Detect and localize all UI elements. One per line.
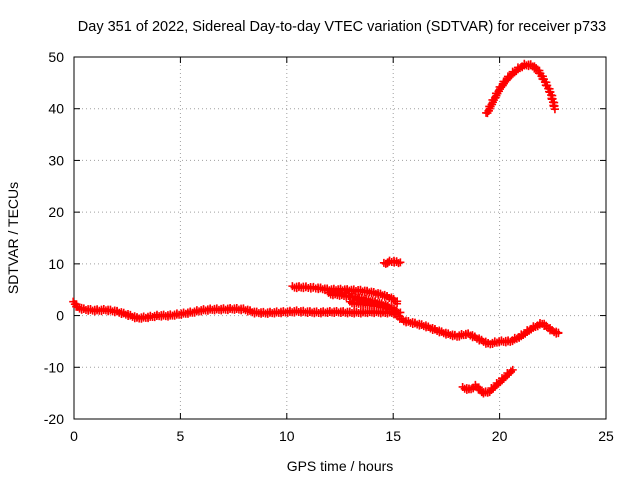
chart-title: Day 351 of 2022, Sidereal Day-to-day VTE… bbox=[77, 19, 607, 35]
data-point bbox=[396, 308, 405, 317]
y-tick-label: 30 bbox=[48, 152, 64, 168]
x-tick-label: 5 bbox=[177, 428, 185, 444]
tick-layer: 0 5 10 15 20 25 -20 -10 0 10 20 30 40 50 bbox=[44, 49, 614, 444]
data-point bbox=[396, 258, 405, 267]
grid-layer bbox=[74, 57, 606, 419]
data-point bbox=[392, 257, 401, 266]
plot-border bbox=[73, 56, 607, 420]
x-tick-label: 15 bbox=[385, 428, 401, 444]
y-tick-label: 20 bbox=[48, 204, 64, 220]
data-point bbox=[393, 299, 402, 308]
x-axis-label: GPS time / hours bbox=[287, 458, 394, 474]
series-main-trend bbox=[69, 297, 563, 349]
y-tick-label: 10 bbox=[48, 256, 64, 272]
data-point bbox=[508, 365, 517, 374]
y-tick-label: -10 bbox=[44, 359, 64, 375]
series-low-arc bbox=[458, 365, 517, 398]
x-tick-label: 25 bbox=[598, 428, 614, 444]
x-tick-label: 20 bbox=[492, 428, 508, 444]
y-axis-label: SDTVAR / TECUs bbox=[5, 182, 21, 294]
data-point bbox=[550, 105, 559, 114]
series-high-arc bbox=[482, 59, 559, 118]
x-tick-label: 10 bbox=[279, 428, 295, 444]
series-lower-branch bbox=[345, 297, 405, 317]
x-tick-label: 0 bbox=[70, 428, 78, 444]
y-tick-label: 0 bbox=[56, 308, 64, 324]
y-tick-label: 40 bbox=[48, 101, 64, 117]
data-layer bbox=[69, 59, 563, 398]
data-point bbox=[554, 328, 563, 337]
y-tick-label: -20 bbox=[44, 411, 64, 427]
plot-frame bbox=[73, 56, 607, 420]
series-short-arc-10 bbox=[379, 256, 405, 268]
y-tick-label: 50 bbox=[48, 49, 64, 65]
